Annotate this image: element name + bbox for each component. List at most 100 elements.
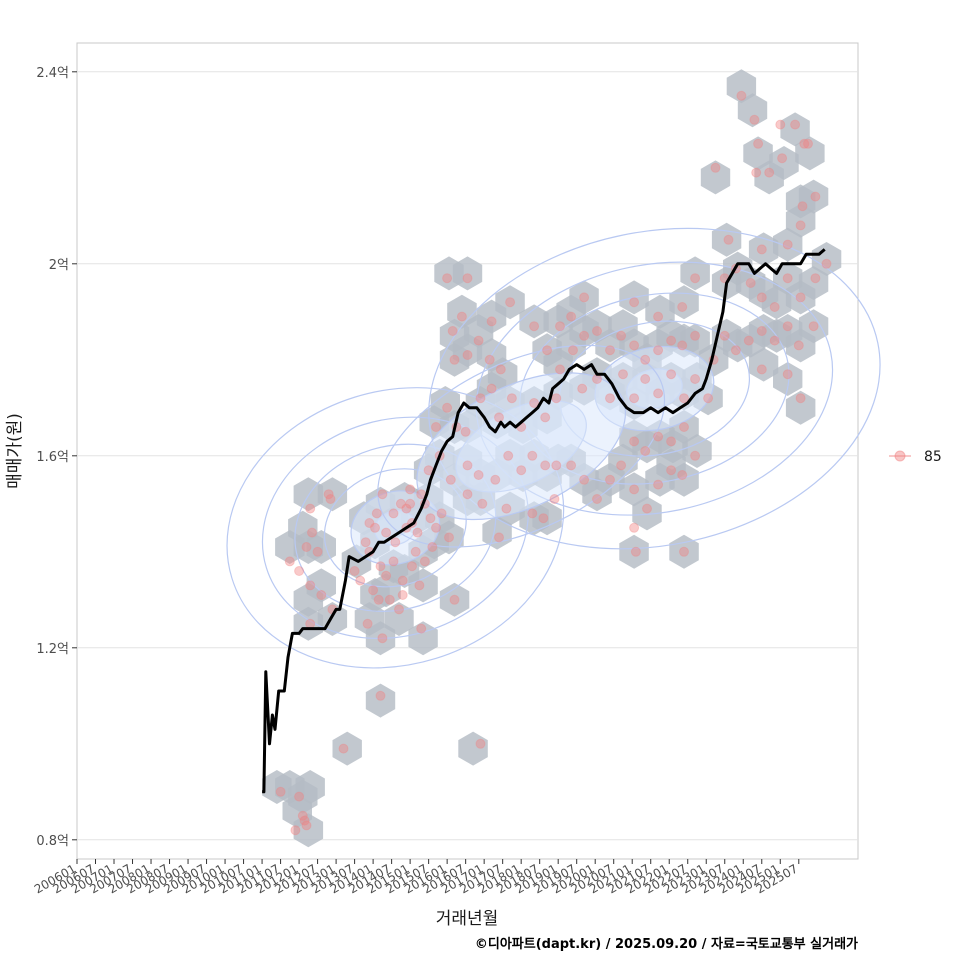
- hex-bin: [682, 434, 712, 468]
- data-point: [338, 743, 349, 754]
- data-point: [790, 119, 801, 130]
- data-point: [642, 503, 652, 514]
- hex-bin: [408, 568, 438, 603]
- data-point: [371, 508, 382, 519]
- data-point: [325, 494, 336, 504]
- data-point: [653, 345, 664, 356]
- data-point: [629, 484, 640, 495]
- data-point: [592, 494, 602, 504]
- data-point: [736, 90, 747, 101]
- data-point: [294, 791, 305, 802]
- hex-bin: [811, 242, 842, 276]
- data-point: [284, 556, 295, 567]
- hex-bin: [700, 160, 731, 195]
- y-tick-label: 2억: [49, 258, 69, 273]
- data-point: [305, 618, 316, 629]
- data-point: [666, 335, 677, 346]
- data-point: [462, 489, 473, 500]
- data-point: [362, 618, 373, 629]
- data-point: [456, 311, 467, 322]
- y-tick-label: 1.6억: [36, 450, 69, 465]
- data-point: [445, 474, 456, 485]
- data-point: [301, 820, 312, 831]
- grid-lines: [77, 71, 858, 841]
- data-point: [364, 518, 375, 528]
- data-point: [710, 162, 721, 173]
- data-point: [653, 388, 664, 399]
- data-point: [756, 364, 767, 375]
- data-point: [629, 522, 640, 533]
- data-point: [397, 575, 408, 586]
- hex-bin: [743, 136, 773, 171]
- data-point: [449, 594, 460, 605]
- data-point: [419, 556, 430, 567]
- data-point: [377, 489, 388, 500]
- hex-bin: [458, 731, 488, 766]
- density-contour: [428, 227, 881, 550]
- data-point: [494, 412, 504, 423]
- data-point: [349, 566, 360, 576]
- data-point: [307, 527, 317, 538]
- data-point: [301, 542, 312, 552]
- hex-bin: [785, 390, 816, 425]
- data-point: [503, 450, 514, 461]
- y-tick-label: 1.2억: [36, 642, 69, 657]
- data-point: [397, 590, 408, 600]
- data-point: [577, 383, 588, 394]
- data-point: [719, 330, 730, 341]
- data-point: [797, 201, 808, 212]
- data-point: [799, 138, 810, 149]
- data-point: [290, 825, 301, 836]
- data-point: [808, 321, 819, 332]
- data-point: [756, 244, 767, 255]
- data-point: [775, 119, 786, 130]
- data-point: [551, 460, 562, 471]
- data-point: [368, 585, 379, 596]
- data-point: [381, 570, 392, 581]
- data-point: [730, 345, 741, 356]
- hex-bin: [619, 534, 649, 569]
- legend-label: 85: [924, 449, 942, 465]
- data-point: [629, 340, 640, 351]
- y-axis-ticks: 0.8억 1.2억 1.6억 2억 2.4억: [36, 66, 77, 849]
- data-point: [405, 498, 416, 509]
- data-point: [777, 153, 788, 164]
- data-point: [299, 815, 310, 826]
- data-point: [494, 532, 504, 543]
- data-point: [616, 330, 627, 341]
- hex-bin: [737, 93, 768, 128]
- data-point: [756, 292, 767, 303]
- data-point: [381, 527, 392, 538]
- data-point: [540, 412, 551, 423]
- hex-bin: [726, 69, 757, 104]
- hex-bin: [769, 146, 799, 180]
- y-tick-label: 2.4억: [36, 66, 69, 81]
- data-point: [616, 460, 627, 471]
- data-point: [795, 292, 806, 303]
- data-point: [425, 513, 436, 524]
- y-axis-title: 매매가(원): [5, 413, 25, 489]
- data-point: [756, 326, 767, 336]
- data-point: [305, 503, 316, 514]
- data-point: [312, 546, 323, 557]
- data-point: [566, 311, 577, 322]
- data-point: [690, 330, 701, 341]
- data-point: [690, 273, 701, 284]
- data-point: [555, 321, 565, 332]
- hex-bin: [669, 462, 699, 497]
- data-point: [506, 393, 517, 404]
- data-point: [666, 465, 677, 476]
- hex-bin: [773, 362, 803, 396]
- hex-bin: [798, 266, 829, 300]
- data-point: [679, 393, 689, 404]
- data-point: [640, 446, 651, 456]
- data-point: [475, 393, 486, 404]
- data-point: [529, 398, 540, 408]
- data-point: [394, 604, 404, 615]
- data-point: [505, 297, 516, 308]
- data-point: [473, 470, 484, 480]
- scatter-points: [275, 90, 832, 836]
- data-point: [782, 321, 793, 332]
- data-point: [401, 503, 412, 514]
